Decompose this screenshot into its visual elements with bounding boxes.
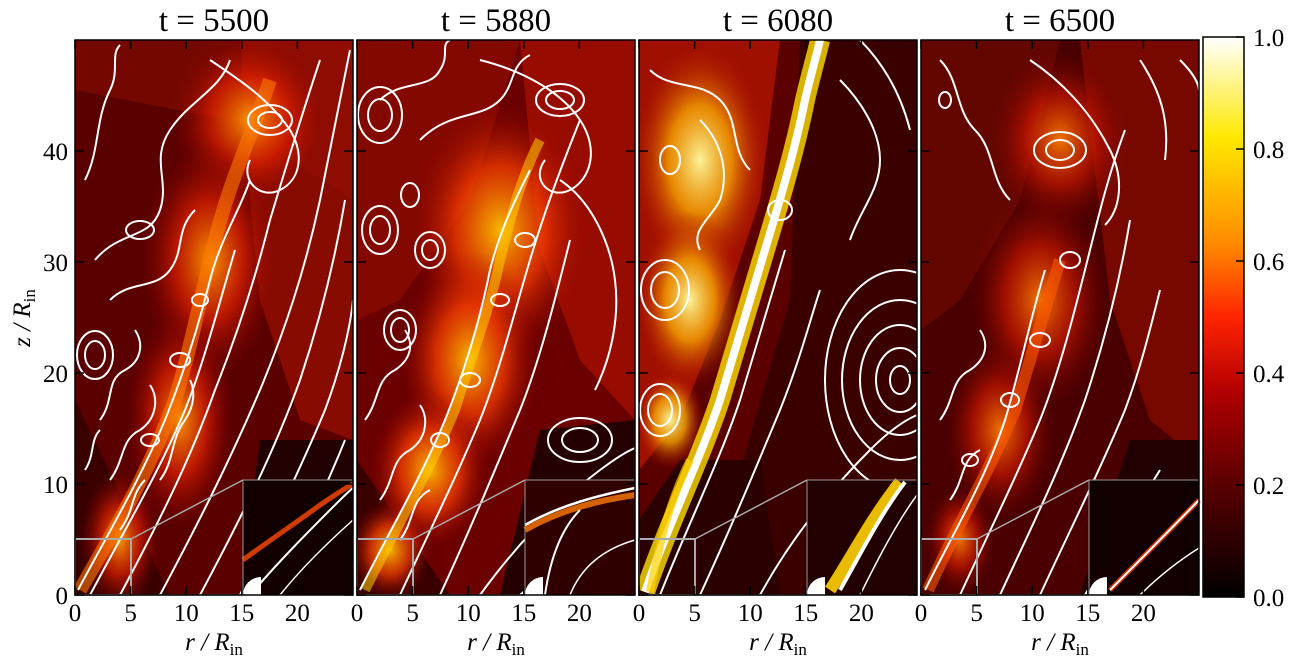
panel-2-frame xyxy=(356,39,636,596)
panel-2: t = 5880 xyxy=(356,3,636,596)
panel-3-frame xyxy=(638,39,918,596)
x-tick-label: 20 xyxy=(567,600,592,627)
x-axis-label-1: r / Rin xyxy=(185,629,243,659)
x-tick-label: 0 xyxy=(915,600,928,627)
panel-1-title: t = 5500 xyxy=(159,3,269,39)
panel-4-frame xyxy=(920,39,1200,596)
colorbar-tick-label: 0.2 xyxy=(1253,473,1284,500)
x-tick-label: 5 xyxy=(124,600,137,627)
x-tick-label: 15 xyxy=(229,600,254,627)
y-tick-label: 20 xyxy=(43,361,68,388)
panel-4-inset xyxy=(1088,479,1201,596)
panel-4: t = 6500 xyxy=(920,3,1201,596)
colorbar-tick-label: 0.4 xyxy=(1253,361,1285,388)
x-tick-label: 10 xyxy=(174,600,199,627)
x-tick-label: 5 xyxy=(688,600,701,627)
y-axis-ticks: 0 10 20 30 40 xyxy=(43,139,1199,610)
panel-1: t = 5500 xyxy=(74,3,355,596)
colorbar: 0.0 0.2 0.4 0.6 0.8 1.0 xyxy=(1202,25,1285,612)
panel-3-title: t = 6080 xyxy=(723,3,833,39)
x-axis-label-2: r / Rin xyxy=(467,629,525,659)
x-axis-ticks: 0 5 10 15 20 0 5 10 15 20 0 5 10 15 20 0 5 10 15 20 xyxy=(69,40,1156,627)
panel-2-inset xyxy=(523,479,636,596)
y-axis-label: z / Rin xyxy=(9,289,39,348)
y-tick-label: 10 xyxy=(43,472,68,499)
x-axis-label-4: r / Rin xyxy=(1031,629,1089,659)
colorbar-tick-label: 0.0 xyxy=(1253,585,1284,612)
panel-1-frame xyxy=(74,39,354,596)
colorbar-gradient xyxy=(1202,36,1245,598)
panel-4-title: t = 6500 xyxy=(1005,3,1115,39)
x-tick-label: 20 xyxy=(1131,600,1156,627)
x-tick-label: 20 xyxy=(285,600,310,627)
y-tick-label: 40 xyxy=(43,139,68,166)
x-tick-label: 0 xyxy=(69,600,82,627)
x-tick-label: 10 xyxy=(1020,600,1045,627)
y-tick-label: 30 xyxy=(43,250,68,277)
x-tick-label: 0 xyxy=(633,600,646,627)
x-tick-label: 15 xyxy=(793,600,818,627)
panel-3-inset xyxy=(806,478,918,596)
colorbar-ticks: 0.0 0.2 0.4 0.6 0.8 1.0 xyxy=(1236,25,1285,612)
y-tick-label: 0 xyxy=(56,583,69,610)
x-tick-label: 5 xyxy=(406,600,419,627)
x-axis-labels: r / Rin r / Rin r / Rin r / Rin xyxy=(185,629,1089,659)
colorbar-tick-label: 1.0 xyxy=(1253,25,1284,52)
x-tick-label: 10 xyxy=(456,600,481,627)
colorbar-tick-label: 0.8 xyxy=(1253,137,1284,164)
colorbar-tick-label: 0.6 xyxy=(1253,249,1284,276)
x-axis-label-3: r / Rin xyxy=(749,629,807,659)
x-tick-label: 0 xyxy=(351,600,364,627)
x-tick-label: 20 xyxy=(849,600,874,627)
panel-1-inset xyxy=(241,479,355,596)
x-tick-label: 10 xyxy=(738,600,763,627)
x-tick-label: 15 xyxy=(1075,600,1100,627)
panel-3: t = 6080 xyxy=(638,3,918,596)
x-tick-label: 15 xyxy=(511,600,536,627)
panel-2-title: t = 5880 xyxy=(441,3,551,39)
x-tick-label: 5 xyxy=(970,600,983,627)
